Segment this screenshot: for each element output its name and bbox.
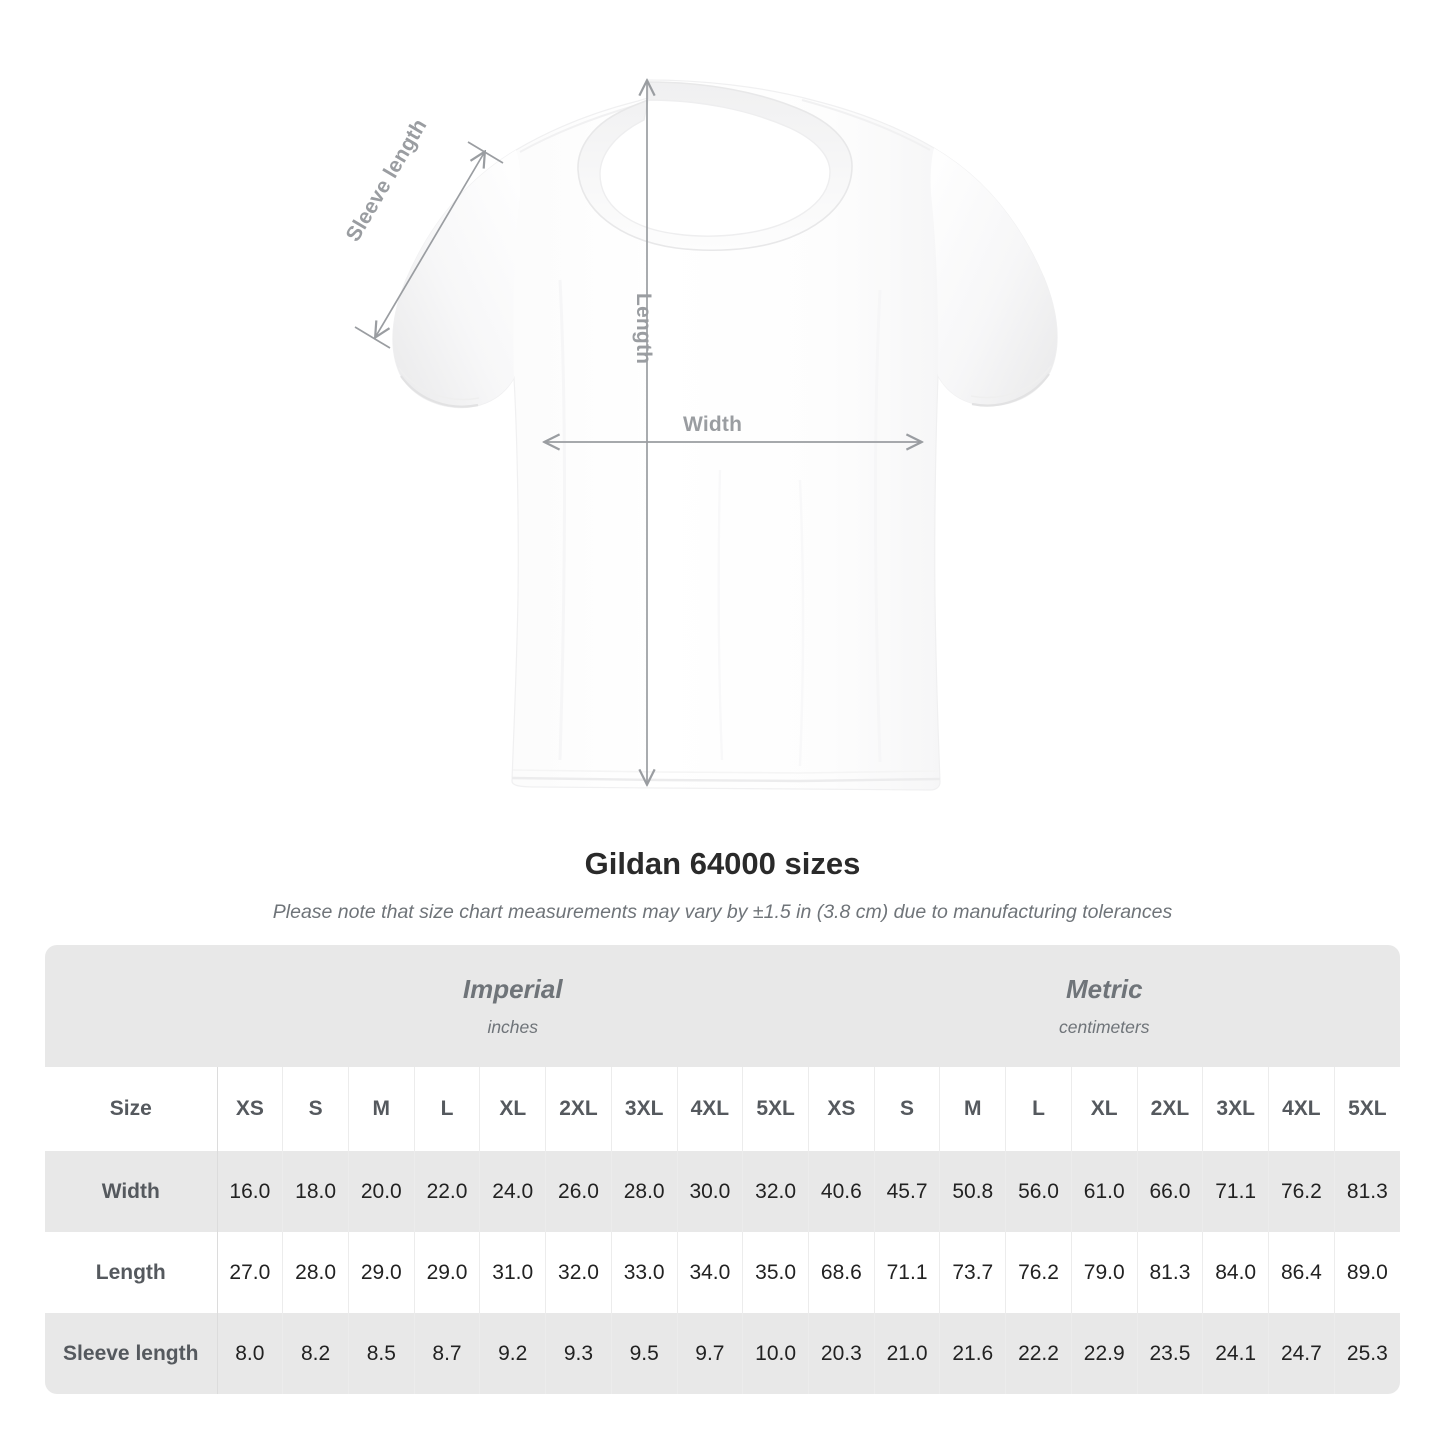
size-header-cell: 2XL xyxy=(545,1067,612,1151)
size-header-cell: XL xyxy=(1071,1067,1138,1151)
size-header-cell: 2XL xyxy=(1137,1067,1204,1151)
measure-value: 22.2 xyxy=(1005,1313,1072,1394)
size-header-cell: L xyxy=(1005,1067,1072,1151)
table-row: Width 16.0 18.0 20.0 22.0 24.0 26.0 28.0… xyxy=(45,1151,1400,1232)
measure-value: 66.0 xyxy=(1137,1151,1204,1232)
measure-label: Width xyxy=(45,1151,218,1232)
measure-value: 86.4 xyxy=(1268,1232,1335,1313)
width-label: Width xyxy=(683,413,743,436)
measure-value: 81.3 xyxy=(1137,1232,1204,1313)
unit-banner-row: Imperial inches Metric centimeters xyxy=(45,945,1400,1067)
unit-section-imperial-name: Imperial xyxy=(462,973,563,1004)
measure-value: 50.8 xyxy=(939,1151,1007,1232)
size-header-row: Size XS S M L XL 2XL 3XL 4XL 5XL XS S M … xyxy=(45,1067,1400,1151)
measure-value: 8.7 xyxy=(414,1313,481,1394)
measure-value: 9.5 xyxy=(611,1313,678,1394)
size-header-cell: XS xyxy=(807,1067,875,1151)
table-row: Sleeve length 8.0 8.2 8.5 8.7 9.2 9.3 9.… xyxy=(45,1313,1400,1394)
unit-section-imperial-sub: inches xyxy=(487,1017,539,1038)
measure-value: 29.0 xyxy=(348,1232,415,1313)
size-header-cell: S xyxy=(282,1067,349,1151)
measure-value: 79.0 xyxy=(1071,1232,1138,1313)
measure-value: 24.0 xyxy=(479,1151,547,1232)
measure-value: 8.0 xyxy=(217,1313,284,1394)
measure-value: 27.0 xyxy=(217,1232,284,1313)
length-label: Length xyxy=(632,293,655,365)
measure-label: Length xyxy=(45,1232,218,1313)
measure-value: 81.3 xyxy=(1334,1151,1400,1232)
size-header-cell: 3XL xyxy=(611,1067,678,1151)
tshirt-illustration: Sleeve length Length Width xyxy=(342,0,1058,791)
measure-value: 24.1 xyxy=(1202,1313,1270,1394)
tshirt-graphic xyxy=(354,0,1058,791)
size-header-cell: 5XL xyxy=(742,1067,809,1151)
tolerance-note: Please note that size chart measurements… xyxy=(272,901,1173,924)
measure-value: 45.7 xyxy=(874,1151,941,1232)
size-header-cell: M xyxy=(348,1067,415,1151)
size-header-cell: 4XL xyxy=(677,1067,744,1151)
measure-value: 71.1 xyxy=(874,1232,941,1313)
heading-block: Gildan 64000 sizes Please note that size… xyxy=(0,845,1445,925)
measure-value: 33.0 xyxy=(611,1232,678,1313)
measure-value: 9.7 xyxy=(677,1313,744,1394)
unit-section-metric-name: Metric xyxy=(1065,973,1143,1004)
measure-label: Sleeve length xyxy=(45,1313,218,1394)
measure-value: 76.2 xyxy=(1268,1151,1335,1232)
table-row: Length 27.0 28.0 29.0 29.0 31.0 32.0 33.… xyxy=(45,1232,1400,1313)
measure-value: 28.0 xyxy=(282,1232,349,1313)
measure-value: 32.0 xyxy=(545,1232,612,1313)
measure-value: 18.0 xyxy=(282,1151,349,1232)
size-chart-table: Imperial inches Metric centimeters Size … xyxy=(45,945,1400,1394)
measure-value: 21.0 xyxy=(874,1313,941,1394)
size-header-cell: 4XL xyxy=(1268,1067,1335,1151)
measure-value: 9.2 xyxy=(479,1313,547,1394)
measure-value: 35.0 xyxy=(742,1232,809,1313)
measure-value: 8.5 xyxy=(348,1313,415,1394)
measure-value: 76.2 xyxy=(1005,1232,1072,1313)
measure-value: 20.3 xyxy=(807,1313,875,1394)
size-header-cell: S xyxy=(874,1067,941,1151)
measure-value: 28.0 xyxy=(611,1151,678,1232)
measure-value: 71.1 xyxy=(1202,1151,1270,1232)
measure-value: 26.0 xyxy=(545,1151,612,1232)
size-header-cell: 5XL xyxy=(1334,1067,1400,1151)
measure-value: 23.5 xyxy=(1137,1313,1204,1394)
measure-value: 84.0 xyxy=(1202,1232,1270,1313)
measure-value: 73.7 xyxy=(939,1232,1007,1313)
measure-value: 61.0 xyxy=(1071,1151,1138,1232)
size-header-cell: M xyxy=(939,1067,1007,1151)
measure-value: 68.6 xyxy=(807,1232,875,1313)
measure-value: 21.6 xyxy=(939,1313,1007,1394)
measure-value: 22.0 xyxy=(414,1151,481,1232)
page-title: Gildan 64000 sizes xyxy=(584,846,861,881)
unit-section-metric: Metric centimeters xyxy=(808,945,1400,1067)
size-header-cell: XL xyxy=(479,1067,547,1151)
measure-value: 20.0 xyxy=(348,1151,415,1232)
sleeve-length-dimension-arrow xyxy=(354,141,504,349)
measure-value: 30.0 xyxy=(677,1151,744,1232)
size-chart-table-wrapper: Imperial inches Metric centimeters Size … xyxy=(45,945,1400,1394)
measure-value: 22.9 xyxy=(1071,1313,1138,1394)
measure-value: 56.0 xyxy=(1005,1151,1072,1232)
measure-value: 10.0 xyxy=(742,1313,809,1394)
measure-value: 24.7 xyxy=(1268,1313,1335,1394)
measure-value: 89.0 xyxy=(1334,1232,1400,1313)
measure-value: 31.0 xyxy=(479,1232,547,1313)
measure-value: 32.0 xyxy=(742,1151,809,1232)
measure-value: 8.2 xyxy=(282,1313,349,1394)
measure-value: 34.0 xyxy=(677,1232,744,1313)
size-header-cell: 3XL xyxy=(1202,1067,1270,1151)
size-header-cell: XS xyxy=(217,1067,284,1151)
size-header-cell: L xyxy=(414,1067,481,1151)
measure-value: 16.0 xyxy=(217,1151,284,1232)
measure-value: 25.3 xyxy=(1334,1313,1400,1394)
row-label-header: Size xyxy=(45,1067,218,1151)
measure-value: 40.6 xyxy=(807,1151,875,1232)
unit-banner-spacer xyxy=(45,945,217,1067)
unit-section-imperial: Imperial inches xyxy=(217,945,809,1067)
measure-value: 9.3 xyxy=(545,1313,612,1394)
measure-value: 29.0 xyxy=(414,1232,481,1313)
unit-section-metric-sub: centimeters xyxy=(1059,1017,1150,1038)
